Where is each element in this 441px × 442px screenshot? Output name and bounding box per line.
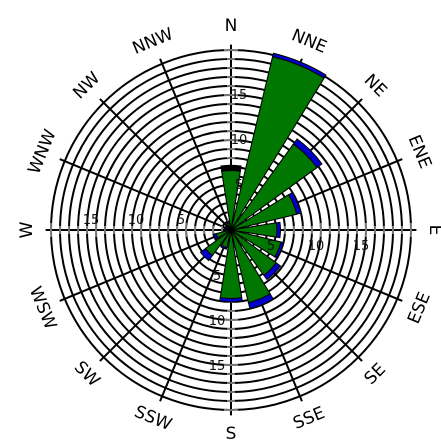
direction-label-wsw: WSW xyxy=(25,284,61,333)
bar-se-series-2 xyxy=(230,229,277,276)
radial-tick-label: 15 xyxy=(353,239,370,254)
direction-label-ne: NE xyxy=(360,70,391,101)
direction-label-ese: ESE xyxy=(404,289,435,326)
bar-ssw-series-2 xyxy=(220,229,232,249)
direction-label-sse: SSE xyxy=(290,403,328,434)
radial-tick-label: 15 xyxy=(209,359,226,374)
radial-tick-label: 5 xyxy=(213,269,221,284)
radial-tick-label: 10 xyxy=(209,314,226,329)
bar-ene-series-2 xyxy=(230,194,298,231)
bar-w-series-2 xyxy=(225,228,232,232)
direction-label-s: S xyxy=(226,424,237,442)
direction-label-nnw: NNW xyxy=(130,24,177,59)
radial-tick-labels: 5 10 15 5 10 15 5 10 15 5 10 15 xyxy=(83,88,370,374)
bar-ne-series-2 xyxy=(230,143,318,231)
bar-nne-series-2 xyxy=(230,56,325,231)
direction-label-nw: NW xyxy=(69,68,104,103)
radial-tick-label: 15 xyxy=(231,88,248,103)
bar-sse-series-2 xyxy=(230,229,271,304)
wind-bars xyxy=(199,52,327,310)
spoke-wsw xyxy=(59,229,232,302)
radial-tick-label: 15 xyxy=(83,213,100,228)
bar-e-series-2 xyxy=(230,222,278,238)
spoke-nnw xyxy=(159,58,232,231)
direction-label-w: W xyxy=(17,221,37,238)
radial-tick-label: 10 xyxy=(308,239,325,254)
direction-label-e: E xyxy=(425,225,441,236)
spoke-ssw xyxy=(159,229,232,402)
direction-label-wnw: WNW xyxy=(24,127,60,178)
direction-label-sw: SW xyxy=(70,357,104,391)
direction-label-n: N xyxy=(225,16,238,36)
bar-nnw-series-2 xyxy=(226,222,232,231)
bar-sw-series-2 xyxy=(204,229,232,257)
bar-s-series-2 xyxy=(219,229,243,299)
radial-tick-label: 5 xyxy=(267,239,275,254)
direction-label-nne: NNE xyxy=(289,25,330,57)
direction-label-se: SE xyxy=(361,360,390,389)
spoke-wnw xyxy=(59,158,232,231)
direction-label-ssw: SSW xyxy=(131,402,174,435)
radial-tick-label: 5 xyxy=(177,213,185,228)
spoke-nw xyxy=(99,98,232,231)
bar-wsw-series-2 xyxy=(215,229,232,239)
direction-label-ene: ENE xyxy=(404,132,436,171)
radial-tick-label: 5 xyxy=(235,178,243,193)
radial-tick-label: 10 xyxy=(128,213,145,228)
bar-n-series-2 xyxy=(221,170,241,231)
bar-ese-series-2 xyxy=(230,229,282,258)
bar-n-cap xyxy=(220,165,242,171)
radial-tick-label: 10 xyxy=(231,133,248,148)
